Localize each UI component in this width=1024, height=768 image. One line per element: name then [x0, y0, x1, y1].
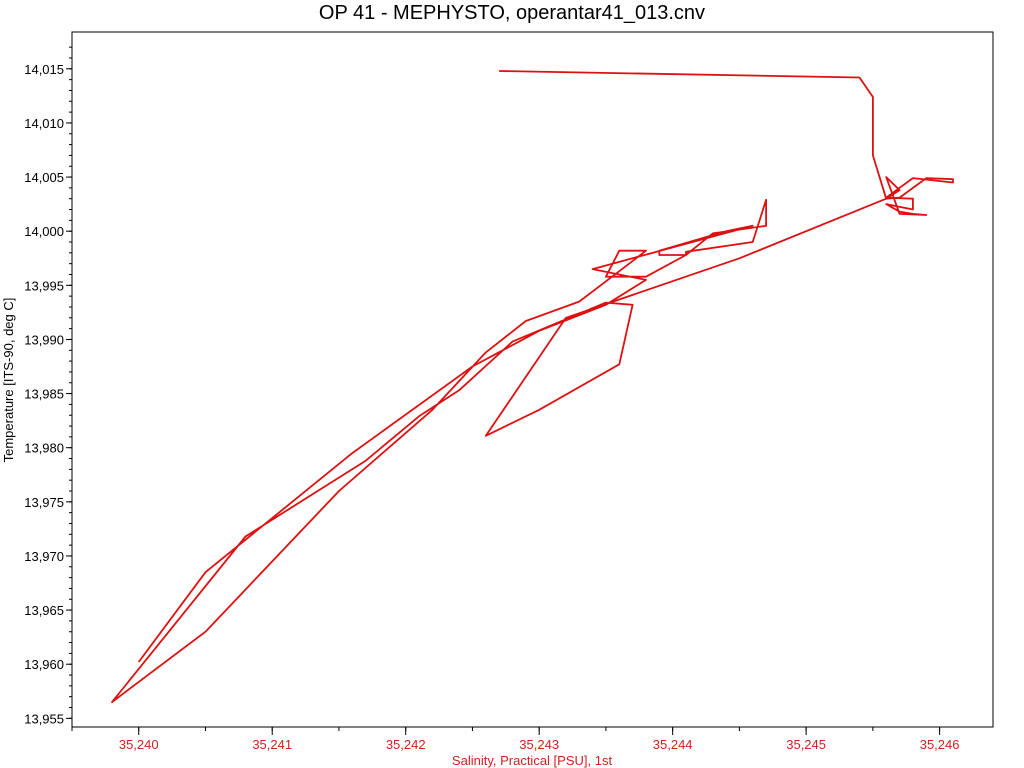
- x-axis-label: Salinity, Practical [PSU], 1st: [452, 753, 613, 768]
- y-tick-label: 13,955: [24, 711, 64, 726]
- x-tick-label: 35,243: [519, 737, 559, 752]
- x-tick-label: 35,246: [920, 737, 960, 752]
- y-tick-label: 13,995: [24, 278, 64, 293]
- plot-area-frame: [71, 31, 994, 728]
- y-tick-label: 13,965: [24, 603, 64, 618]
- series-layer: [111, 70, 954, 703]
- y-tick-label: 13,960: [24, 657, 64, 672]
- x-axis-ticks: 35,240 35,241 35,242 35,243 35,244 35,245 35,2…: [71, 727, 960, 752]
- y-tick-label: 14,010: [24, 116, 64, 131]
- y-tick-label: 13,990: [24, 332, 64, 347]
- x-tick-label: 35,241: [252, 737, 292, 752]
- y-tick-label: 13,980: [24, 441, 64, 456]
- y-axis-label: Temperature [ITS-90, deg C]: [1, 298, 16, 463]
- y-tick-label: 14,000: [24, 224, 64, 239]
- x-tick-label: 35,240: [119, 737, 159, 752]
- y-tick-label: 14,015: [24, 62, 64, 77]
- y-tick-label: 13,985: [24, 387, 64, 402]
- x-tick-label: 35,242: [386, 737, 426, 752]
- x-tick-label: 35,244: [653, 737, 693, 752]
- x-tick-label: 35,245: [786, 737, 826, 752]
- y-axis-ticks: 13,955 13,960 13,965 13,970 13,975 13,980 13,9…: [24, 46, 72, 726]
- y-tick-label: 13,970: [24, 549, 64, 564]
- chart-title: OP 41 - MEPHYSTO, operantar41_013.cnv: [318, 2, 706, 24]
- y-tick-label: 13,975: [24, 495, 64, 510]
- y-tick-label: 14,005: [24, 170, 64, 185]
- series-line: [111, 70, 954, 703]
